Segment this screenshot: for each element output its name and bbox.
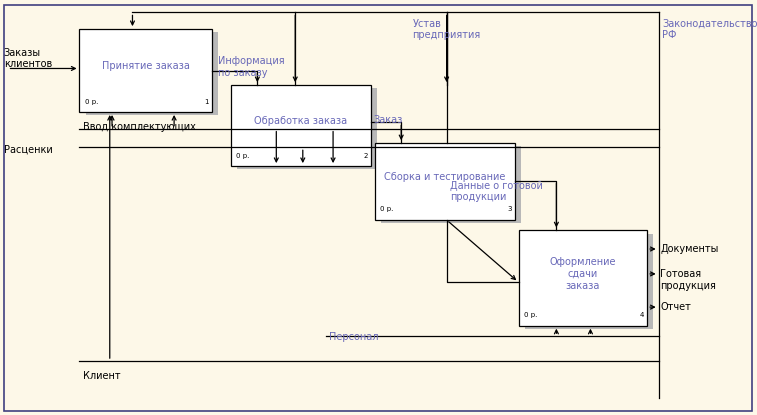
Text: Клиент: Клиент	[83, 371, 121, 381]
Text: Ввод комплектующих: Ввод комплектующих	[83, 122, 196, 132]
Bar	[375, 143, 515, 220]
Bar	[237, 88, 377, 169]
Text: Отчет: Отчет	[660, 302, 691, 312]
Text: 4: 4	[640, 312, 644, 318]
Text: Персонал: Персонал	[329, 332, 378, 342]
Text: Обработка заказа: Обработка заказа	[254, 116, 347, 127]
Text: Сборка и тестирование: Сборка и тестирование	[384, 172, 506, 183]
Text: Готовая
продукция: Готовая продукция	[660, 269, 716, 290]
Text: Законодательство
РФ: Законодательство РФ	[662, 19, 757, 40]
Text: 0 р.: 0 р.	[380, 207, 394, 212]
Bar	[86, 32, 218, 115]
Bar	[79, 29, 212, 112]
Text: 0 р.: 0 р.	[236, 153, 250, 159]
Text: Устав
предприятия: Устав предприятия	[413, 19, 481, 40]
Text: Заказы
клиентов: Заказы клиентов	[4, 48, 52, 69]
Text: Принятие заказа: Принятие заказа	[101, 61, 190, 71]
Text: Документы: Документы	[660, 244, 718, 254]
Bar	[519, 230, 647, 326]
Text: Данные о готовой
продукции: Данные о готовой продукции	[450, 181, 544, 202]
Text: Оформление
сдачи
заказа: Оформление сдачи заказа	[550, 257, 616, 290]
Text: 1: 1	[204, 99, 209, 105]
Bar	[525, 234, 653, 329]
Text: 2: 2	[363, 153, 368, 159]
Text: 3: 3	[507, 207, 512, 212]
Text: 0 р.: 0 р.	[85, 99, 98, 105]
Bar	[231, 85, 371, 166]
Text: 0 р.: 0 р.	[524, 312, 537, 318]
Bar	[381, 146, 521, 223]
Text: Расценки: Расценки	[4, 144, 52, 154]
Text: Информация
по заказу: Информация по заказу	[218, 56, 285, 78]
Text: Заказ: Заказ	[373, 115, 403, 125]
